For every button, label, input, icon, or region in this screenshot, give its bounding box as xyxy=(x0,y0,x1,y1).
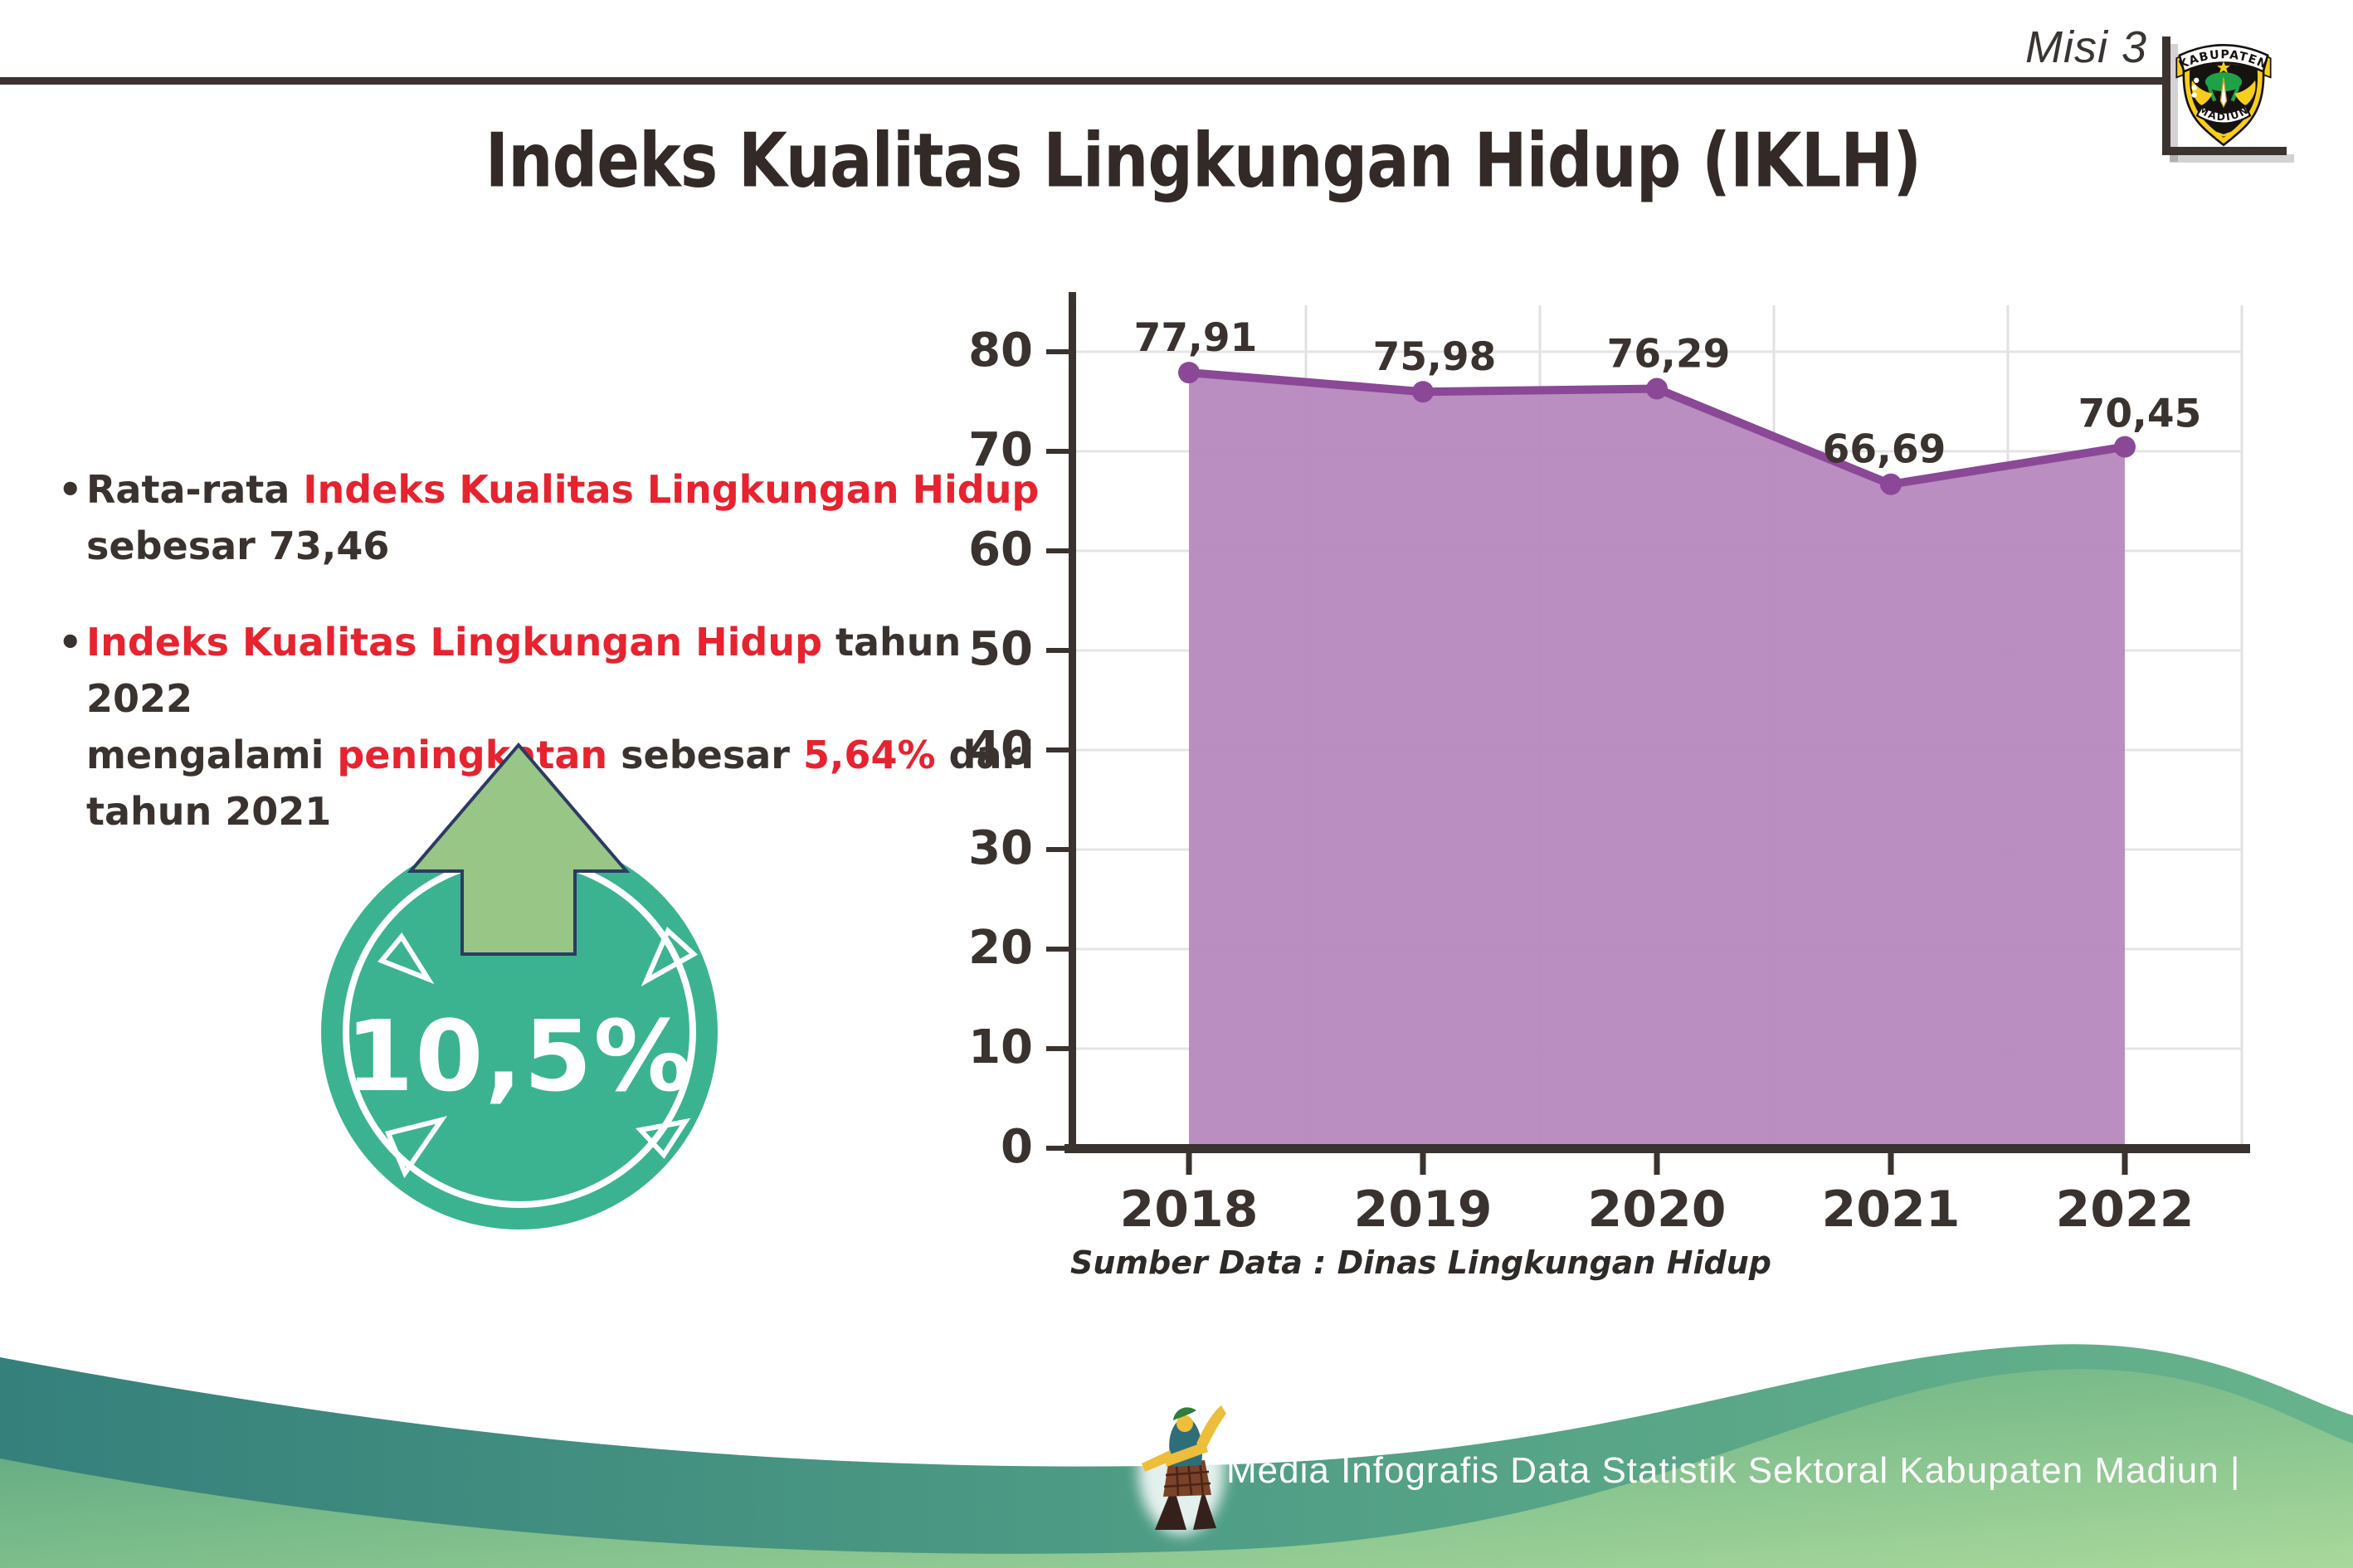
x-tick-label: 2019 xyxy=(1354,1181,1493,1239)
dancer-mascot-icon xyxy=(1138,1405,1226,1535)
bullet-text-segment: sebesar xyxy=(607,733,803,777)
data-point xyxy=(1646,377,1668,400)
bullet-text-segment: dari xyxy=(935,733,1034,777)
bullet-text-segment: 5,64% xyxy=(802,733,936,777)
x-tick-label: 2022 xyxy=(2056,1181,2195,1239)
increase-badge: 10,5% xyxy=(321,835,718,1230)
data-point xyxy=(1412,381,1434,403)
footer-caption: Media Infografis Data Statistik Sektoral… xyxy=(1226,1450,2241,1491)
data-value-label: 70,45 xyxy=(2078,392,2202,437)
data-value-label: 76,29 xyxy=(1607,332,1731,377)
bullet-text-segment: Indeks Kualitas Lingkungan Hidup xyxy=(86,620,823,665)
x-tick-label: 2020 xyxy=(1588,1181,1727,1239)
area-fill xyxy=(1189,373,2125,1149)
bullet-text-segment: mengalami xyxy=(86,733,338,777)
data-value-label: 77,91 xyxy=(1134,315,1258,361)
bullet-text-segment: Rata-rata xyxy=(86,467,304,512)
data-point xyxy=(1178,362,1200,384)
data-point xyxy=(2114,436,2136,458)
y-tick-label: 80 xyxy=(968,324,1033,377)
trend-line xyxy=(1185,368,2129,489)
kabupaten-madiun-logo-icon: KABUPATEN MADIUN xyxy=(2175,44,2272,147)
y-tick-label: 0 xyxy=(1001,1120,1033,1174)
logo-kris-icon xyxy=(2219,77,2228,109)
y-axis-line xyxy=(1069,292,1076,1152)
data-point xyxy=(1880,473,1902,495)
bullet-item: • Rata-rata Indeks Kualitas Lingkungan Hi… xyxy=(58,461,1045,574)
footer-green-hill xyxy=(0,1369,2353,1568)
x-tick-label: 2021 xyxy=(1822,1181,1961,1239)
bullet-dot-icon: • xyxy=(58,467,83,512)
badge-value: 10,5% xyxy=(345,999,694,1113)
x-axis-line xyxy=(1064,1144,2250,1153)
x-tick-label: 2018 xyxy=(1120,1181,1259,1239)
footer-wave xyxy=(0,1344,2353,1568)
logo-bracket-vertical xyxy=(2162,37,2170,154)
source-note: Sumber Data : Dinas Lingkungan Hidup xyxy=(1070,1244,1771,1281)
bullet-item: • Indeks Kualitas Lingkungan Hidup tahun … xyxy=(58,614,1045,840)
bullet-text-segment: peningkatan xyxy=(337,733,608,777)
data-value-label: 66,69 xyxy=(1823,427,1946,473)
bullet-list: • Rata-rata Indeks Kualitas Lingkungan Hi… xyxy=(58,461,1045,879)
bullet-text-segment: sebesar 73,46 xyxy=(86,523,390,568)
data-value-label: 75,98 xyxy=(1373,334,1497,380)
bullet-text-segment: tahun 2022 xyxy=(86,620,962,721)
bullet-dot-icon: • xyxy=(58,620,83,665)
logo-star-icon xyxy=(2217,61,2230,74)
misi-label: Misi 3 xyxy=(2024,22,2147,72)
y-tick-label: 20 xyxy=(968,921,1033,975)
y-tick-label: 10 xyxy=(968,1020,1033,1074)
page-title: Indeks Kualitas Lingkungan Hidup (IKLH) xyxy=(485,118,1922,205)
header-rule xyxy=(0,77,2163,85)
bullet-text-segment: tahun 2021 xyxy=(86,789,332,834)
logo-bracket-horizontal xyxy=(2162,147,2287,155)
bullet-text-segment: Indeks Kualitas Lingkungan Hidup xyxy=(303,467,1040,512)
